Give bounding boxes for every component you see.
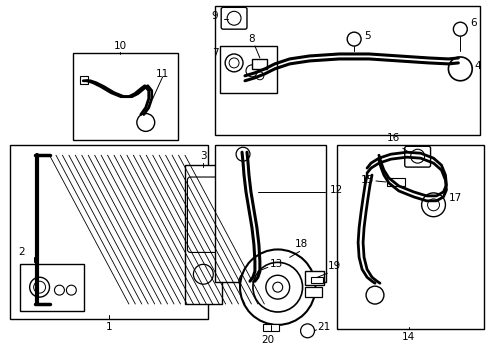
- Text: 19: 19: [327, 261, 341, 271]
- Circle shape: [229, 58, 239, 68]
- Bar: [74, 53, 177, 140]
- Text: 14: 14: [402, 332, 416, 342]
- Circle shape: [236, 147, 250, 161]
- Text: 5: 5: [364, 31, 371, 41]
- Circle shape: [240, 249, 316, 325]
- Bar: [215, 145, 326, 282]
- Bar: [220, 46, 277, 93]
- Circle shape: [225, 54, 243, 72]
- Circle shape: [54, 285, 64, 295]
- Text: 2: 2: [18, 247, 24, 257]
- Bar: [337, 145, 484, 329]
- Text: 9: 9: [212, 11, 218, 21]
- Bar: [263, 324, 279, 331]
- Text: 21: 21: [318, 322, 331, 332]
- Text: 10: 10: [113, 41, 126, 51]
- Text: 17: 17: [448, 193, 462, 203]
- Text: 4: 4: [474, 61, 481, 71]
- Bar: [305, 271, 324, 285]
- Bar: [387, 178, 405, 186]
- Circle shape: [256, 72, 264, 80]
- Circle shape: [428, 199, 440, 211]
- Text: 1: 1: [106, 322, 112, 332]
- Circle shape: [227, 11, 241, 25]
- Text: 8: 8: [248, 34, 255, 44]
- Text: 20: 20: [261, 335, 274, 345]
- Text: 12: 12: [329, 185, 343, 195]
- Text: 18: 18: [294, 239, 308, 249]
- Circle shape: [300, 324, 315, 338]
- Bar: [305, 287, 322, 297]
- Circle shape: [66, 285, 76, 295]
- Circle shape: [273, 282, 283, 292]
- Bar: [10, 145, 208, 319]
- Circle shape: [253, 262, 302, 312]
- Bar: [185, 165, 222, 304]
- Bar: [80, 76, 88, 84]
- Bar: [252, 59, 267, 69]
- Bar: [312, 277, 323, 283]
- Circle shape: [347, 32, 361, 46]
- Circle shape: [448, 57, 472, 81]
- Text: 13: 13: [270, 259, 283, 269]
- Text: 15: 15: [361, 175, 374, 185]
- FancyBboxPatch shape: [405, 146, 431, 167]
- Circle shape: [366, 286, 384, 304]
- Circle shape: [34, 281, 46, 293]
- Bar: [215, 6, 480, 135]
- FancyBboxPatch shape: [221, 7, 247, 29]
- Circle shape: [266, 275, 290, 299]
- Circle shape: [421, 193, 445, 217]
- Circle shape: [453, 22, 467, 36]
- Circle shape: [246, 65, 258, 77]
- Circle shape: [239, 272, 257, 290]
- Text: 6: 6: [470, 18, 477, 28]
- FancyBboxPatch shape: [188, 177, 220, 252]
- Circle shape: [30, 277, 49, 297]
- Circle shape: [137, 113, 155, 131]
- Bar: [20, 264, 84, 311]
- Text: 3: 3: [200, 151, 207, 161]
- Circle shape: [194, 264, 213, 284]
- Text: 16: 16: [387, 133, 400, 143]
- Text: 11: 11: [156, 69, 169, 79]
- Text: 7: 7: [213, 48, 219, 58]
- Circle shape: [411, 149, 425, 163]
